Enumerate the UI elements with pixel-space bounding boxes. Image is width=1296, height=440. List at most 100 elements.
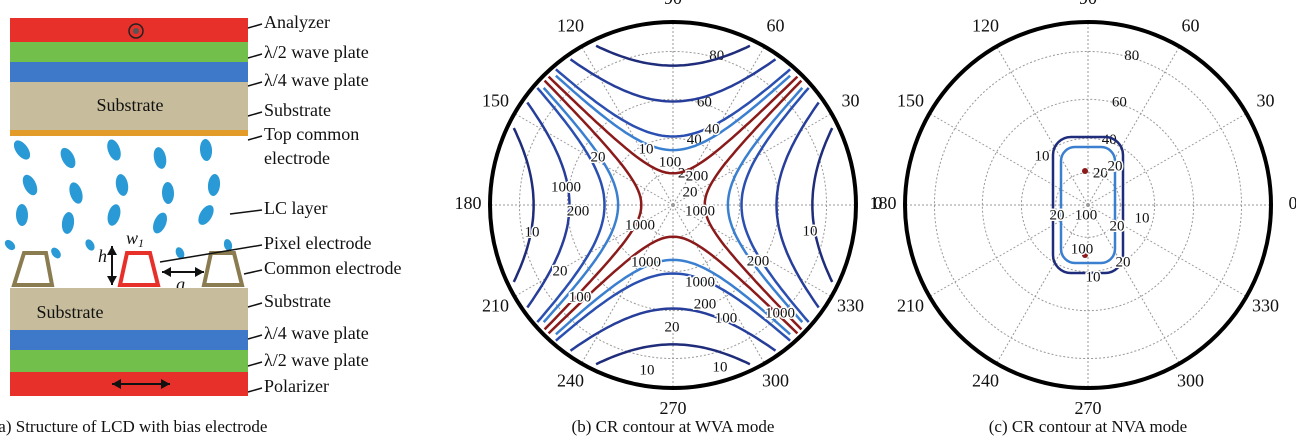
lc-molecule [3,238,17,252]
radial-grid-line [1088,205,1180,363]
lc-molecule [114,173,130,197]
layer-label: λ/4 wave plate [264,70,369,90]
lc-molecule [49,246,63,260]
lc-molecule [58,145,79,170]
leader-line [230,210,262,214]
angle-label: 120 [557,16,584,36]
leader-line [248,388,262,392]
angle-label: 180 [870,193,897,213]
angle-label: 300 [1177,371,1204,391]
contour-label: 20 [1050,207,1065,223]
lc-molecule [162,182,175,204]
layer-label: LC layer [264,198,327,218]
lc-molecule [84,238,97,252]
figure: Substrate h w1 w2 g Substrate (a) Struct… [0,0,1296,440]
layer-label: λ/4 wave plate [264,323,369,343]
contour-label: 100 [715,310,738,326]
angle-label: 240 [557,371,584,391]
contour-label: 1000 [551,179,581,195]
contour-label: 1000 [685,203,715,219]
angle-label: 270 [1075,398,1102,418]
layer-label: Pixel electrode [264,233,371,253]
leader-line [248,136,262,140]
arrow-head [107,246,117,255]
radial-tick-label: 80 [1124,48,1139,64]
contour-label: 20 [665,319,680,335]
angle-label: 120 [972,16,999,36]
top-electrode-layer [10,130,248,136]
contour-label: 200 [747,253,770,269]
angle-label: 150 [482,91,509,111]
layer-label: Common electrode [264,258,401,278]
leader-line [248,335,262,339]
contour-label: 10 [713,359,728,375]
lc-molecule [11,138,34,163]
contour-label: 10 [639,141,654,157]
lc-molecule [195,202,217,227]
pixel-electrode [120,253,158,285]
layer-label: Substrate [264,100,331,120]
lc-molecule [16,204,28,226]
lc-molecule [20,172,40,197]
contour-label: 100 [1075,207,1098,223]
contour-label: 1000 [685,274,715,290]
lc-molecule [207,173,221,196]
angle-label: 300 [762,371,789,391]
radial-tick-label: 60 [1112,94,1127,110]
contour-label: 10 [1135,210,1150,226]
symbol: w [126,228,138,248]
caption: (b) CR contour at WVA mode [572,417,775,436]
lc-molecule [67,181,85,206]
contour-label: 10 [803,223,818,239]
contour-label: 1000 [625,217,655,233]
leader-line [248,362,262,366]
angle-label: 60 [767,16,785,36]
leader-line [248,54,262,58]
lc-molecules [3,138,233,261]
angle-label: 90 [664,0,682,8]
contour-label: 20 [1110,218,1125,234]
contour-label: 100 [659,154,682,170]
caption: (a) Structure of LCD with bias electrode [0,417,267,436]
common-electrode [204,253,242,285]
layer-text: Substrate [37,302,104,322]
leader-line [244,270,262,274]
angle-label: 240 [972,371,999,391]
layer-text: Substrate [97,95,164,115]
contour-label: 20 [553,263,568,279]
contour-label: 1000 [765,305,795,321]
radial-grid-line [930,114,1088,206]
leader-line [248,303,262,307]
leader-line [248,82,262,86]
contour-label: 200 [567,203,590,219]
contour-label: 200 [694,296,717,312]
leader-line [248,24,262,28]
layer-label: Polarizer [264,376,329,396]
analyzer-axis-dot [133,28,139,34]
layer-label: λ/2 wave plate [264,350,369,370]
lc-molecule [150,211,170,236]
radial-tick-label: 20 [1093,165,1108,181]
angle-label: 30 [1257,91,1275,111]
common-electrode [14,253,52,285]
contour-label: 10 [525,224,540,240]
caption: (c) CR contour at NVA mode [989,417,1187,436]
contour-label: 10 [640,362,655,378]
layer-label: Analyzer [264,12,330,32]
angle-label: 90 [1079,0,1097,8]
layer-label: Substrate [264,291,331,311]
angle-label: 210 [897,296,924,316]
symbol-sub: 1 [138,236,144,250]
arrow-head [162,267,171,277]
contour-label: 10 [1035,148,1050,164]
quarter-wave-layer [10,330,248,350]
half-wave-layer [10,350,248,372]
lc-molecule [105,203,122,227]
layer-label: λ/2 wave plate [264,42,369,62]
arrow-head [195,267,204,277]
contour-label: 20 [1116,254,1131,270]
contour-label: 200 [686,168,709,184]
contour-label: 10 [1086,269,1101,285]
lc-molecule [199,139,213,162]
symbol: h [98,246,107,266]
